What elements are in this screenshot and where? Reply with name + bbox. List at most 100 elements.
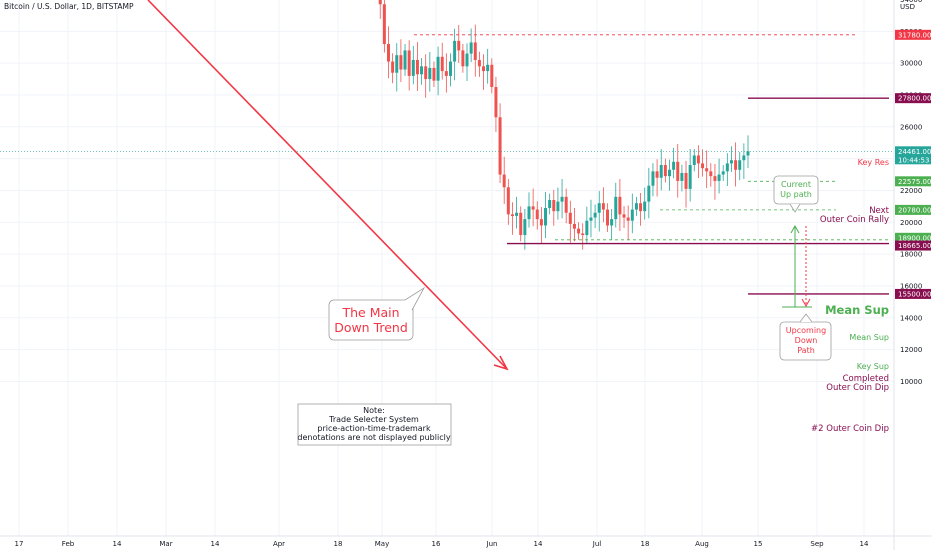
current-up-callout-pointer [789, 203, 801, 213]
completed-label-2: Outer Coin Dip [826, 383, 889, 393]
note-line-1: Note: [363, 406, 385, 415]
next-rally-label-2: Outer Coin Rally [820, 215, 889, 225]
candle-body [420, 66, 424, 75]
key-res-label: Key Res [858, 158, 889, 167]
x-axis[interactable]: 17 Feb 14 Mar 14 Apr 18 May 16 Jun 14 Jul 18 Aug 15 Sep… [0, 535, 932, 548]
price-tag-label: 15500.00 [898, 290, 931, 298]
main-down-trend-callout[interactable] [328, 299, 414, 341]
y-tick-label: 14000 [900, 314, 922, 322]
candle-body [506, 187, 510, 215]
price-tag [895, 146, 931, 165]
candle-body [659, 165, 663, 178]
candle-body [709, 171, 713, 177]
candle-body [713, 176, 717, 181]
candle-body [717, 174, 721, 181]
candle-body [663, 165, 667, 177]
candle-body [436, 56, 440, 81]
candle-body [684, 172, 688, 189]
candle-body [535, 209, 539, 220]
chart-title: Bitcoin / U.S. Dollar, 1D, BITSTAMP [4, 2, 134, 11]
candle-body [622, 214, 626, 218]
candle-body [448, 61, 452, 76]
candle-body [482, 66, 486, 72]
candle-body [523, 219, 527, 236]
main-down-trend-callout-pointer [404, 286, 426, 311]
candle-body [490, 64, 494, 88]
x-tick-label: 14 [534, 540, 543, 548]
candle-body [568, 212, 572, 224]
x-tick-label: Sep [810, 540, 824, 548]
candle-body [630, 209, 634, 221]
x-tick-label: 18 [641, 540, 650, 548]
x-tick-label: 18 [334, 540, 343, 548]
y-tick-label: 16000 [900, 282, 922, 290]
price-tag-label: 20780.00 [898, 206, 931, 214]
candle-body [494, 87, 498, 118]
main-down-trend-line[interactable] [147, 0, 508, 370]
currency-label: USD [900, 3, 915, 11]
candle-body [428, 67, 432, 80]
upcoming-down-path-arrowhead [801, 298, 811, 308]
price-tag-label: 22575.00 [898, 178, 931, 186]
candle-body [387, 44, 390, 62]
y-tick-label: 22000 [900, 187, 922, 195]
price-tag-label: 18900.00 [898, 234, 931, 242]
candle-body [556, 201, 560, 212]
y-tick-label: 10000 [900, 378, 922, 386]
second-dip-label: #2 Outer Coin Dip [811, 424, 889, 434]
upcoming-label-3: Path [797, 346, 815, 355]
candle-body [510, 214, 514, 216]
drawings [147, 0, 812, 371]
price-tag [895, 29, 931, 40]
y-tick-label: 20000 [900, 219, 922, 227]
candle-body [515, 212, 519, 216]
candle-body [403, 50, 407, 70]
candle-body [738, 160, 742, 170]
candle-body [589, 217, 593, 221]
candle-body [477, 59, 481, 67]
note-box[interactable] [297, 403, 452, 446]
price-tag-countdown: 10:44:53 [898, 156, 929, 164]
candle-body [721, 171, 725, 175]
candle-body [734, 160, 738, 170]
x-tick-label: 14 [211, 540, 220, 548]
x-tick-label: Jun [486, 540, 498, 548]
candle-body [655, 171, 659, 178]
candle-body [647, 185, 651, 202]
annotations: Bitcoin / U.S. Dollar, 1D, BITSTAMP USD … [4, 2, 915, 446]
candle-body [539, 219, 543, 226]
candle-body [552, 200, 556, 212]
candle-body [415, 59, 419, 75]
grid [0, 0, 894, 536]
x-tick-label: Mar [159, 540, 172, 548]
mean-sup-small-label: Mean Sup [849, 333, 889, 342]
main-down-label-1: The Main [341, 305, 399, 320]
candle-body [548, 200, 552, 208]
candle-body [564, 196, 568, 213]
y-axis[interactable]: 1000012000140001600018000200002200024000… [893, 0, 922, 550]
main-down-trend-arrowhead [493, 355, 509, 371]
candle-body [560, 196, 564, 202]
x-tick-label: 14 [860, 540, 869, 548]
candle-body [531, 206, 535, 210]
candle-body [432, 67, 436, 81]
candle-body [725, 163, 729, 172]
y-tick-label: 26000 [900, 123, 922, 131]
x-tick-label: May [375, 540, 389, 548]
x-tick-label: Feb [62, 540, 75, 548]
y-tick-label: 30000 [900, 60, 922, 68]
candle-body [473, 42, 477, 60]
candle-body [688, 165, 692, 189]
mean-sup-big-label: Mean Sup [825, 303, 889, 317]
candle-body [457, 40, 461, 51]
price-tag [895, 240, 931, 251]
upcoming-label-2: Down [795, 336, 818, 345]
note-line-4: denotations are not displayed publicly [297, 433, 450, 442]
candle-body [618, 196, 622, 215]
candle-body [601, 203, 605, 210]
price-tag-label: 31780.00 [898, 31, 931, 39]
candle-body [572, 223, 576, 229]
level-lines [0, 34, 894, 295]
upcoming-label-1: Upcoming [786, 326, 826, 335]
